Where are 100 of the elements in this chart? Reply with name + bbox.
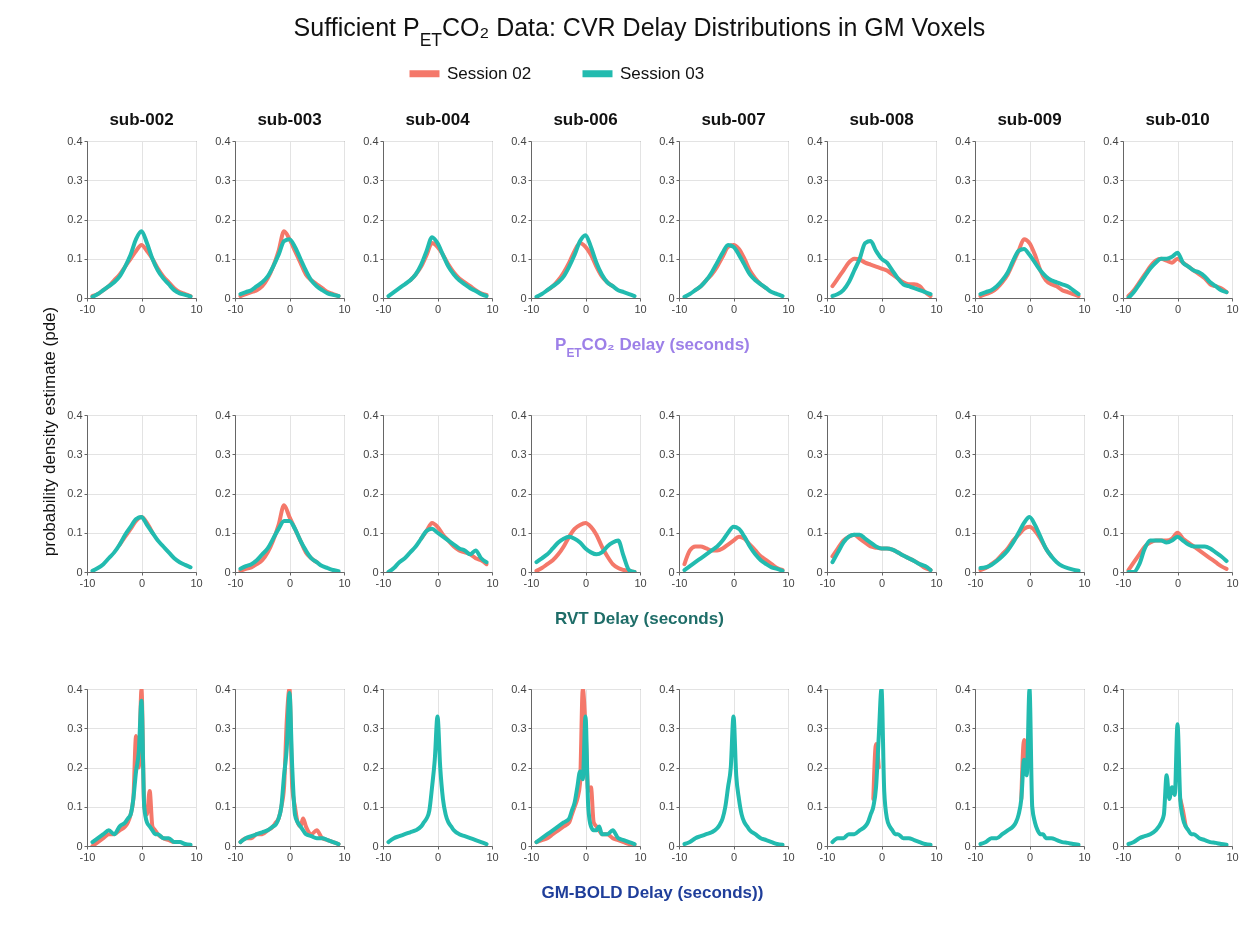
chart-title: sub-007 — [701, 110, 766, 129]
x-tick-label: 10 — [190, 302, 203, 315]
y-tick-label: 0.1 — [659, 800, 675, 813]
x-tick-label: -10 — [523, 302, 540, 315]
x-tick-label: 10 — [1226, 302, 1239, 315]
y-tick-label: 0.1 — [1103, 526, 1119, 539]
x-tick-label: 10 — [782, 576, 795, 589]
y-tick-label: 0 — [668, 839, 675, 852]
y-tick-label: 0.4 — [1103, 682, 1119, 695]
y-tick-label: 0.1 — [1103, 800, 1119, 813]
y-tick-label: 0.1 — [955, 252, 971, 265]
x-tick-label: -10 — [819, 576, 836, 589]
x-tick-label: 0 — [1026, 302, 1034, 315]
legend-label: Session 02 — [447, 63, 532, 83]
y-tick-label: 0.1 — [67, 252, 83, 265]
y-tick-label: 0.3 — [67, 447, 83, 460]
chart-title: sub-003 — [257, 110, 322, 129]
x-tick-label: 0 — [1026, 850, 1034, 863]
y-tick-label: 0.4 — [955, 134, 971, 147]
y-tick-label: 0.1 — [807, 252, 823, 265]
x-tick-label: 10 — [930, 302, 943, 315]
y-tick-label: 0.4 — [215, 134, 231, 147]
y-tick-label: 0 — [520, 565, 527, 578]
x-tick-label: 0 — [1174, 850, 1182, 863]
y-tick-label: 0 — [224, 839, 231, 852]
y-tick-label: 0 — [76, 839, 83, 852]
x-tick-label: 10 — [1078, 850, 1091, 863]
y-tick-label: 0.2 — [955, 487, 971, 499]
y-tick-label: 0.2 — [659, 213, 675, 225]
x-tick-label: 10 — [338, 576, 351, 589]
y-tick-label: 0.1 — [659, 526, 675, 539]
x-tick-label: -10 — [523, 850, 540, 863]
y-tick-label: 0 — [816, 839, 823, 852]
y-tick-label: 0.1 — [659, 252, 675, 265]
y-tick-label: 0.3 — [363, 447, 379, 460]
text: RVT Delay (seconds) — [555, 608, 724, 628]
x-tick-label: -10 — [227, 850, 244, 863]
y-tick-label: 0.2 — [363, 487, 379, 499]
x-tick-label: 0 — [730, 850, 738, 863]
y-tick-label: 0.2 — [67, 761, 83, 773]
y-tick-label: 0.1 — [363, 252, 379, 265]
y-tick-label: 0 — [964, 839, 971, 852]
y-axis-title: probability density estimate (pde) — [40, 306, 60, 557]
y-tick-label: 0.2 — [1103, 761, 1119, 773]
x-tick-label: 0 — [434, 302, 442, 315]
y-tick-label: 0.3 — [955, 447, 971, 460]
x-tick-label: 10 — [1078, 302, 1091, 315]
y-tick-label: 0 — [1112, 291, 1119, 304]
y-tick-label: 0.4 — [659, 134, 675, 147]
x-tick-label: 0 — [434, 850, 442, 863]
x-tick-label: -10 — [523, 576, 540, 589]
x-tick-label: 0 — [878, 850, 886, 863]
x-tick-label: 0 — [286, 302, 294, 315]
x-tick-label: -10 — [819, 302, 836, 315]
x-tick-label: 0 — [1026, 576, 1034, 589]
y-tick-label: 0.4 — [363, 134, 379, 147]
y-tick-label: 0.3 — [215, 447, 231, 460]
y-tick-label: 0.3 — [659, 447, 675, 460]
text: GM-BOLD Delay (seconds)) — [541, 882, 764, 902]
y-tick-label: 0.1 — [363, 526, 379, 539]
y-tick-label: 0.3 — [1103, 721, 1119, 734]
x-tick-label: 10 — [190, 576, 203, 589]
y-tick-label: 0.1 — [807, 800, 823, 813]
y-tick-label: 0.4 — [67, 134, 83, 147]
y-tick-label: 0.4 — [511, 134, 527, 147]
x-tick-label: 10 — [930, 576, 943, 589]
x-tick-label: 10 — [634, 302, 647, 315]
y-tick-label: 0.4 — [363, 408, 379, 421]
x-tick-label: -10 — [79, 850, 96, 863]
y-tick-label: 0.1 — [67, 526, 83, 539]
y-tick-label: 0 — [520, 839, 527, 852]
x-tick-label: 0 — [138, 576, 146, 589]
x-tick-label: 0 — [730, 302, 738, 315]
y-tick-label: 0.4 — [1103, 134, 1119, 147]
y-tick-label: 0.2 — [511, 487, 527, 499]
y-tick-label: 0.3 — [511, 173, 527, 186]
y-tick-label: 0.4 — [67, 682, 83, 695]
x-tick-label: -10 — [671, 850, 688, 863]
y-tick-label: 0 — [668, 291, 675, 304]
x-tick-label: 10 — [338, 302, 351, 315]
y-tick-label: 0 — [76, 291, 83, 304]
x-tick-label: 10 — [782, 850, 795, 863]
x-tick-label: -10 — [819, 850, 836, 863]
y-tick-label: 0 — [1112, 565, 1119, 578]
y-tick-label: 0.4 — [215, 682, 231, 695]
y-tick-label: 0.4 — [511, 682, 527, 695]
x-tick-label: -10 — [671, 576, 688, 589]
y-tick-label: 0.2 — [67, 487, 83, 499]
chart-title: sub-006 — [553, 110, 618, 129]
y-tick-label: 0.1 — [511, 252, 527, 265]
y-tick-label: 0.1 — [511, 800, 527, 813]
y-tick-label: 0 — [372, 839, 379, 852]
y-tick-label: 0.4 — [807, 408, 823, 421]
y-tick-label: 0.2 — [363, 213, 379, 225]
y-tick-label: 0.3 — [807, 721, 823, 734]
x-tick-label: 10 — [1078, 576, 1091, 589]
x-tick-label: -10 — [375, 576, 392, 589]
y-tick-label: 0.1 — [363, 800, 379, 813]
y-tick-label: 0.2 — [215, 761, 231, 773]
y-tick-label: 0.2 — [511, 761, 527, 773]
